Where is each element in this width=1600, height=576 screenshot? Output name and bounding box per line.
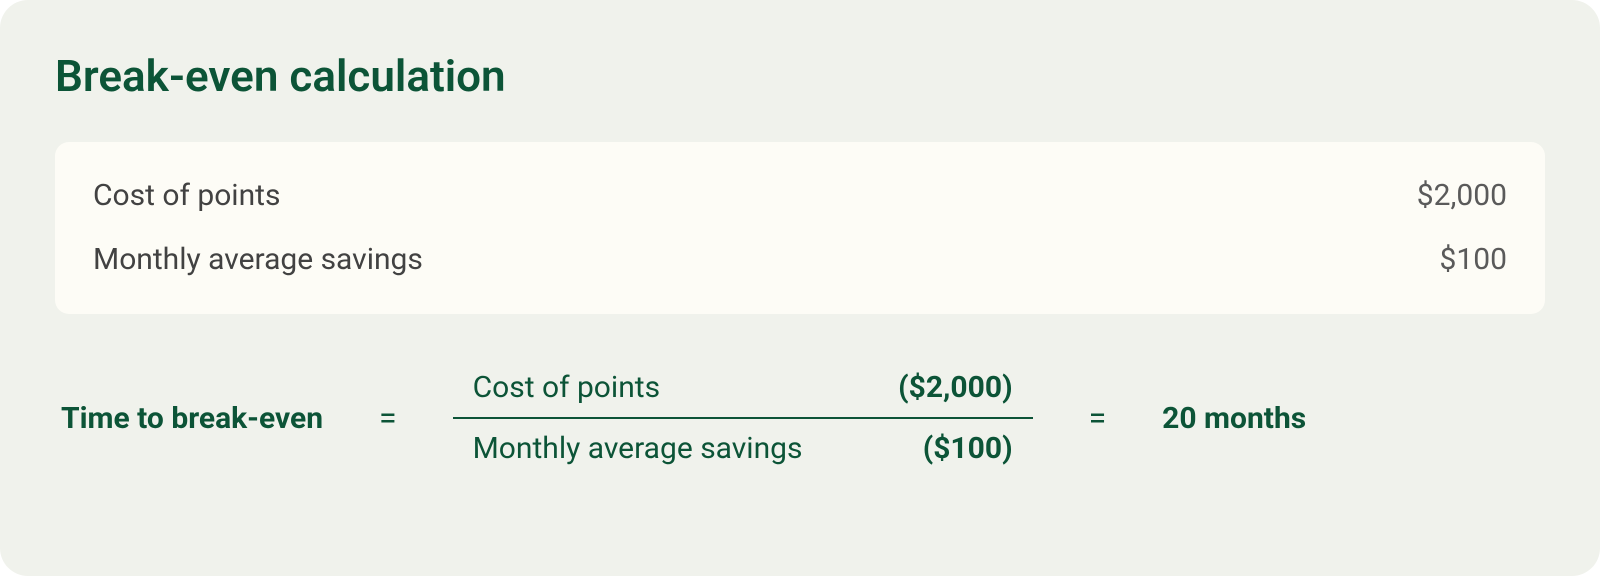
input-label-savings: Monthly average savings <box>93 236 423 284</box>
fraction-denominator: Monthly average savings ($100) <box>453 423 1033 474</box>
numerator-label: Cost of points <box>473 370 660 405</box>
denominator-value: ($100) <box>923 431 1013 466</box>
inputs-box: Cost of points $2,000 Monthly average sa… <box>55 142 1545 314</box>
formula-fraction: Cost of points ($2,000) Monthly average … <box>453 362 1033 474</box>
denominator-label: Monthly average savings <box>473 431 803 466</box>
input-label-cost: Cost of points <box>93 172 280 220</box>
formula-lhs: Time to break-even <box>61 401 323 436</box>
numerator-value: ($2,000) <box>898 370 1012 405</box>
fraction-divider <box>453 417 1033 419</box>
equals-sign: = <box>379 399 397 437</box>
card-title: Break-even calculation <box>55 50 1545 102</box>
input-value-savings: $100 <box>1440 236 1507 284</box>
break-even-card: Break-even calculation Cost of points $2… <box>0 0 1600 576</box>
break-even-formula: Time to break-even = Cost of points ($2,… <box>55 362 1545 474</box>
input-row: Monthly average savings $100 <box>93 236 1507 284</box>
formula-result: 20 months <box>1162 401 1306 436</box>
equals-sign: = <box>1089 399 1107 437</box>
input-value-cost: $2,000 <box>1417 172 1507 220</box>
input-row: Cost of points $2,000 <box>93 172 1507 220</box>
fraction-numerator: Cost of points ($2,000) <box>453 362 1033 413</box>
